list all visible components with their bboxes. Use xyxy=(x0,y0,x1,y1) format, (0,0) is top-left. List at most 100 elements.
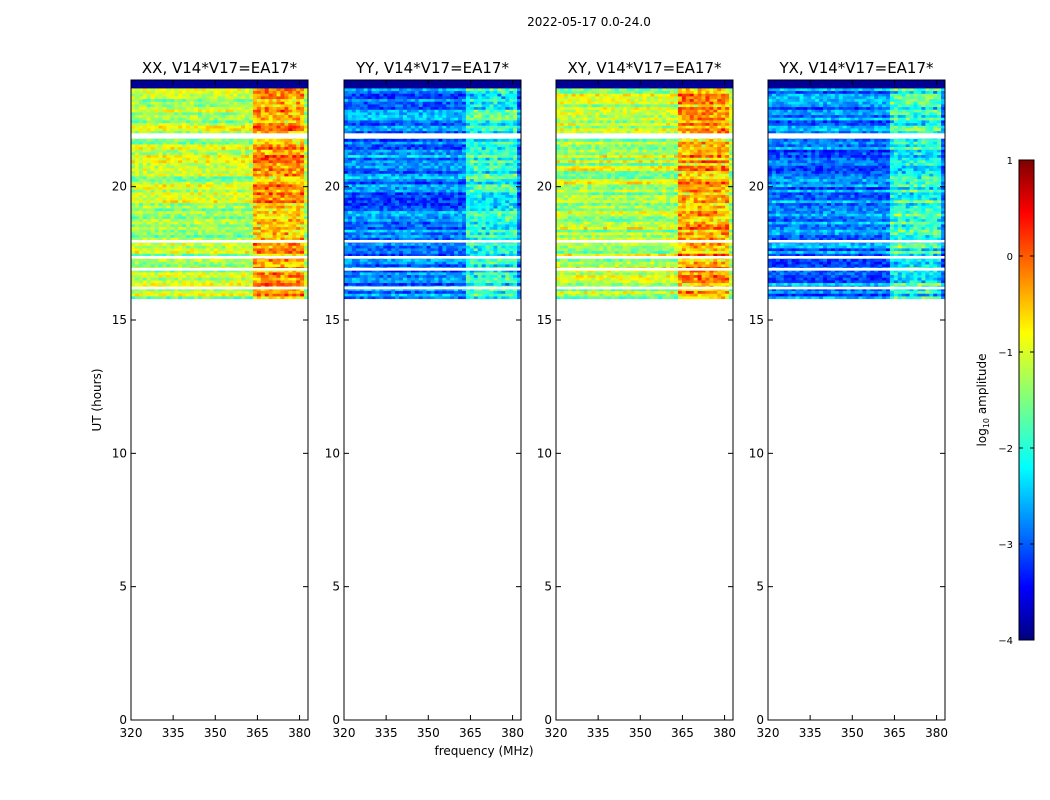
heatmap-cell xyxy=(395,261,400,265)
heatmap-cell xyxy=(178,192,183,196)
heatmap-cell xyxy=(249,114,254,118)
heatmap-cell xyxy=(418,258,424,262)
heatmap-cell xyxy=(260,173,266,177)
heatmap-cell xyxy=(174,269,179,273)
heatmap-cell xyxy=(170,112,175,116)
heatmap-cell xyxy=(201,96,207,100)
heatmap-cell xyxy=(264,258,270,262)
heatmap-cell xyxy=(150,208,155,212)
heatmap-cell xyxy=(131,205,136,209)
heatmap-cell xyxy=(509,264,514,268)
heatmap-cell xyxy=(217,253,222,257)
heatmap-cell xyxy=(477,282,483,286)
heatmap-cell xyxy=(272,280,277,284)
heatmap-cell xyxy=(178,245,183,249)
heatmap-cell xyxy=(217,210,222,214)
heatmap-cell xyxy=(237,96,242,100)
heatmap-cell xyxy=(256,253,262,257)
heatmap-cell xyxy=(387,261,392,265)
heatmap-cell xyxy=(138,202,144,206)
heatmap-cell xyxy=(288,82,293,86)
heatmap-cell xyxy=(221,176,226,180)
heatmap-cell xyxy=(418,232,424,236)
heatmap-cell xyxy=(170,280,175,284)
heatmap-cell xyxy=(245,106,250,110)
heatmap-cell xyxy=(170,93,175,97)
heatmap-cell xyxy=(174,88,179,92)
heatmap-cell xyxy=(280,194,285,198)
heatmap-cell xyxy=(193,237,199,241)
heatmap-cell xyxy=(276,149,281,153)
heatmap-cell xyxy=(284,253,289,257)
heatmap-cell xyxy=(134,229,140,233)
heatmap-cell xyxy=(264,242,270,246)
heatmap-cell xyxy=(217,130,222,134)
heatmap-cell xyxy=(304,282,309,286)
heatmap-cell xyxy=(304,101,309,105)
heatmap-cell xyxy=(229,93,234,97)
heatmap-cell xyxy=(166,93,171,97)
heatmap-cell xyxy=(138,144,144,148)
heatmap-cell xyxy=(272,120,277,124)
heatmap-cell xyxy=(217,80,222,84)
heatmap-cell xyxy=(201,296,207,300)
heatmap-cell xyxy=(186,176,191,180)
heatmap-cell xyxy=(249,261,254,265)
heatmap-cell xyxy=(252,152,258,156)
heatmap-cell xyxy=(292,192,297,196)
heatmap-cell xyxy=(166,157,171,161)
heatmap-cell xyxy=(406,290,412,294)
heatmap-cell xyxy=(237,189,242,193)
heatmap-cell xyxy=(252,90,258,94)
heatmap-cell xyxy=(418,272,424,276)
heatmap-cell xyxy=(190,232,195,236)
heatmap-cell xyxy=(260,269,266,273)
heatmap-cell xyxy=(363,234,368,238)
heatmap-cell xyxy=(217,82,222,86)
heatmap-cell xyxy=(205,269,211,273)
heatmap-cell xyxy=(174,106,179,110)
heatmap-cell xyxy=(174,290,179,294)
heatmap-cell xyxy=(237,170,242,174)
heatmap-cell xyxy=(209,144,214,148)
heatmap-cell xyxy=(134,170,140,174)
heatmap-cell xyxy=(146,152,152,156)
heatmap-cell xyxy=(201,170,207,174)
heatmap-cell xyxy=(201,269,207,273)
heatmap-cell xyxy=(406,272,412,276)
heatmap-cell xyxy=(249,88,254,92)
heatmap-cell xyxy=(245,104,250,108)
heatmap-cell xyxy=(221,154,226,158)
heatmap-cell xyxy=(256,248,262,252)
heatmap-cell xyxy=(264,277,270,281)
heatmap-cell xyxy=(186,202,191,206)
heatmap-cell xyxy=(205,146,211,150)
heatmap-cell xyxy=(134,194,140,198)
heatmap-cell xyxy=(434,232,439,236)
heatmap-cell xyxy=(387,237,392,241)
heatmap-cell xyxy=(272,248,277,252)
heatmap-cell xyxy=(249,120,254,124)
heatmap-cell xyxy=(280,117,285,121)
heatmap-cell xyxy=(170,168,175,172)
heatmap-cell xyxy=(296,146,301,150)
heatmap-cell xyxy=(209,197,214,201)
flagged-band xyxy=(131,133,308,139)
heatmap-cell xyxy=(221,82,226,86)
heatmap-cell xyxy=(288,216,293,220)
heatmap-cell xyxy=(142,205,148,209)
heatmap-cell xyxy=(142,202,148,206)
heatmap-cell xyxy=(162,253,167,257)
heatmap-cell xyxy=(438,282,443,286)
heatmap-cell xyxy=(292,250,297,254)
heatmap-cell xyxy=(237,144,242,148)
heatmap-cell xyxy=(225,85,230,89)
heatmap-cell xyxy=(288,232,293,236)
heatmap-cell xyxy=(131,202,136,206)
heatmap-cell xyxy=(517,277,522,281)
heatmap-cell xyxy=(509,261,514,265)
heatmap-cell xyxy=(166,242,171,246)
heatmap-cell xyxy=(233,181,238,185)
heatmap-cell xyxy=(146,210,152,214)
heatmap-cell xyxy=(517,272,522,276)
